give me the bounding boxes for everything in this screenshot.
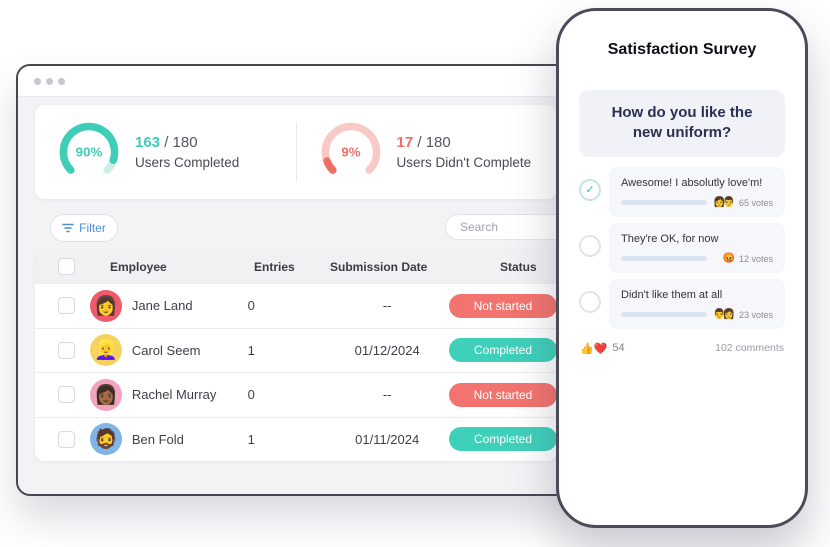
avatar-emoji-icon: 👩 (94, 295, 118, 317)
stat-label: Users Didn't Complete (396, 155, 532, 170)
votes-label: 65 votes (738, 197, 773, 208)
poll-option: ✓ Awesome! I absolutly love'm! 👩👨 65 vot… (579, 166, 785, 217)
stats-divider (295, 122, 297, 182)
stat-count: 17 (396, 134, 414, 151)
employees-table: Employee Entries Submission Date Status … (35, 250, 557, 461)
gauge-percent-label: 90% (76, 144, 103, 159)
poll-option: ✓ Didn't like them at all 👨👩 23 votes (579, 278, 785, 329)
submission-date-value: 01/11/2024 (355, 431, 420, 447)
table-row[interactable]: 👩 Jane Land 0 -- Not started (35, 283, 557, 328)
poll-option: ✓ They're OK, for now 😡 12 votes (579, 222, 785, 273)
filter-button[interactable]: Filter (50, 214, 118, 242)
avatar-emoji-icon: 👩🏾 (94, 384, 118, 406)
table-row[interactable]: 👱‍♀️ Carol Seem 1 01/12/2024 Completed (35, 327, 557, 372)
stats-summary-card: 90% 163 / 180 Users Completed 9% 17 / (35, 105, 557, 199)
comments-link[interactable]: 102 comments (715, 342, 784, 354)
poll-options: ✓ Awesome! I absolutly love'm! 👩👨 65 vot… (579, 166, 785, 329)
row-checkbox[interactable] (58, 341, 75, 359)
submission-date-value: -- (382, 387, 392, 403)
filter-button-label: Filter (79, 221, 106, 235)
dashboard-window: 90% 163 / 180 Users Completed 9% 17 / (16, 64, 595, 496)
avatar: 🧔 (89, 423, 122, 456)
entries-value: 0 (247, 387, 255, 403)
poll-option-card[interactable]: Awesome! I absolutly love'm! 👩👨 65 votes (609, 166, 785, 217)
header-entries: Entries (254, 259, 295, 274)
stat-count: 163 (135, 134, 161, 151)
voters-emoji-icon: 👨👩 (713, 309, 735, 320)
stat-users-didnt-complete: 9% 17 / 180 Users Didn't Complete (297, 120, 558, 184)
phone-mockup: Satisfaction Survey How do you like the … (556, 8, 808, 528)
window-control-dot[interactable] (58, 77, 65, 85)
employee-name: Ben Fold (131, 431, 184, 447)
survey-question: How do you like the new uniform? (611, 104, 753, 142)
poll-option-label: Didn't like them at all (621, 288, 723, 301)
header-employee: Employee (110, 259, 167, 274)
voters-emoji-icon: 👩👨 (713, 197, 735, 208)
stat-value: 17 / 180 (397, 134, 532, 151)
stat-total: / 180 (417, 134, 451, 151)
row-checkbox[interactable] (58, 430, 75, 448)
employee-name: Carol Seem (131, 342, 201, 358)
vote-progress-track (621, 312, 707, 317)
reaction-emojis-icon[interactable]: 👍❤️ (580, 342, 608, 355)
survey-question-card: How do you like the new uniform? (579, 90, 785, 157)
window-control-dot[interactable] (34, 77, 41, 85)
avatar: 👱‍♀️ (89, 334, 122, 367)
avatar: 👩 (89, 289, 122, 322)
poll-option-label: Awesome! I absolutly love'm! (621, 176, 763, 189)
gauge-not-completed-icon: 9% (321, 122, 380, 174)
submission-date-value: -- (382, 298, 392, 314)
poll-option-card[interactable]: They're OK, for now 😡 12 votes (609, 222, 785, 273)
avatar-emoji-icon: 🧔 (94, 429, 118, 451)
table-row[interactable]: 🧔 Ben Fold 1 01/11/2024 Completed (35, 416, 557, 461)
survey-title: Satisfaction Survey (607, 41, 757, 58)
poll-option-label: They're OK, for now (621, 232, 719, 245)
funnel-icon (62, 223, 74, 233)
status-badge: Not started (449, 293, 557, 318)
table-header-row: Employee Entries Submission Date Status (35, 250, 557, 283)
radio-selected-check-icon[interactable]: ✓ (579, 178, 601, 201)
entries-value: 1 (247, 342, 255, 358)
vote-count: 👨👩 23 votes (713, 309, 773, 320)
employee-name: Jane Land (131, 298, 193, 314)
entries-value: 1 (247, 431, 255, 447)
votes-label: 23 votes (738, 309, 773, 320)
stat-label: Users Completed (135, 155, 240, 170)
status-badge: Completed (449, 427, 557, 452)
header-submission-date: Submission Date (330, 259, 428, 274)
votes-label: 12 votes (738, 253, 773, 264)
vote-count: 😡 12 votes (723, 253, 773, 264)
reaction-count: 54 (612, 342, 625, 354)
poll-option-card[interactable]: Didn't like them at all 👨👩 23 votes (609, 278, 785, 329)
status-badge: Completed (449, 338, 557, 363)
gauge-percent-label: 9% (341, 144, 360, 159)
stat-value: 163 / 180 (135, 134, 239, 151)
submission-date-value: 01/12/2024 (354, 342, 420, 358)
stat-total: / 180 (164, 134, 198, 151)
avatar-emoji-icon: 👱‍♀️ (94, 340, 118, 362)
stat-users-completed: 90% 163 / 180 Users Completed (35, 120, 296, 184)
select-all-checkbox[interactable] (58, 258, 75, 275)
gauge-completed-icon: 90% (59, 122, 119, 174)
table-row[interactable]: 👩🏾 Rachel Murray 0 -- Not started (35, 372, 557, 417)
header-status: Status (500, 259, 537, 274)
vote-progress-track (621, 200, 707, 205)
vote-count: 👩👨 65 votes (713, 197, 773, 208)
radio-unselected-icon[interactable]: ✓ (579, 290, 601, 313)
reactions-bar: 👍❤️ 54 102 comments (579, 342, 785, 355)
avatar: 👩🏾 (89, 378, 122, 411)
employee-name: Rachel Murray (131, 387, 217, 403)
entries-value: 0 (247, 298, 255, 314)
window-titlebar (18, 66, 582, 97)
voters-emoji-icon: 😡 (722, 253, 736, 264)
vote-progress-track (621, 256, 707, 261)
row-checkbox[interactable] (58, 297, 75, 315)
window-control-dot[interactable] (46, 77, 53, 85)
status-badge: Not started (449, 382, 557, 407)
row-checkbox[interactable] (58, 386, 75, 404)
radio-unselected-icon[interactable]: ✓ (579, 234, 601, 257)
